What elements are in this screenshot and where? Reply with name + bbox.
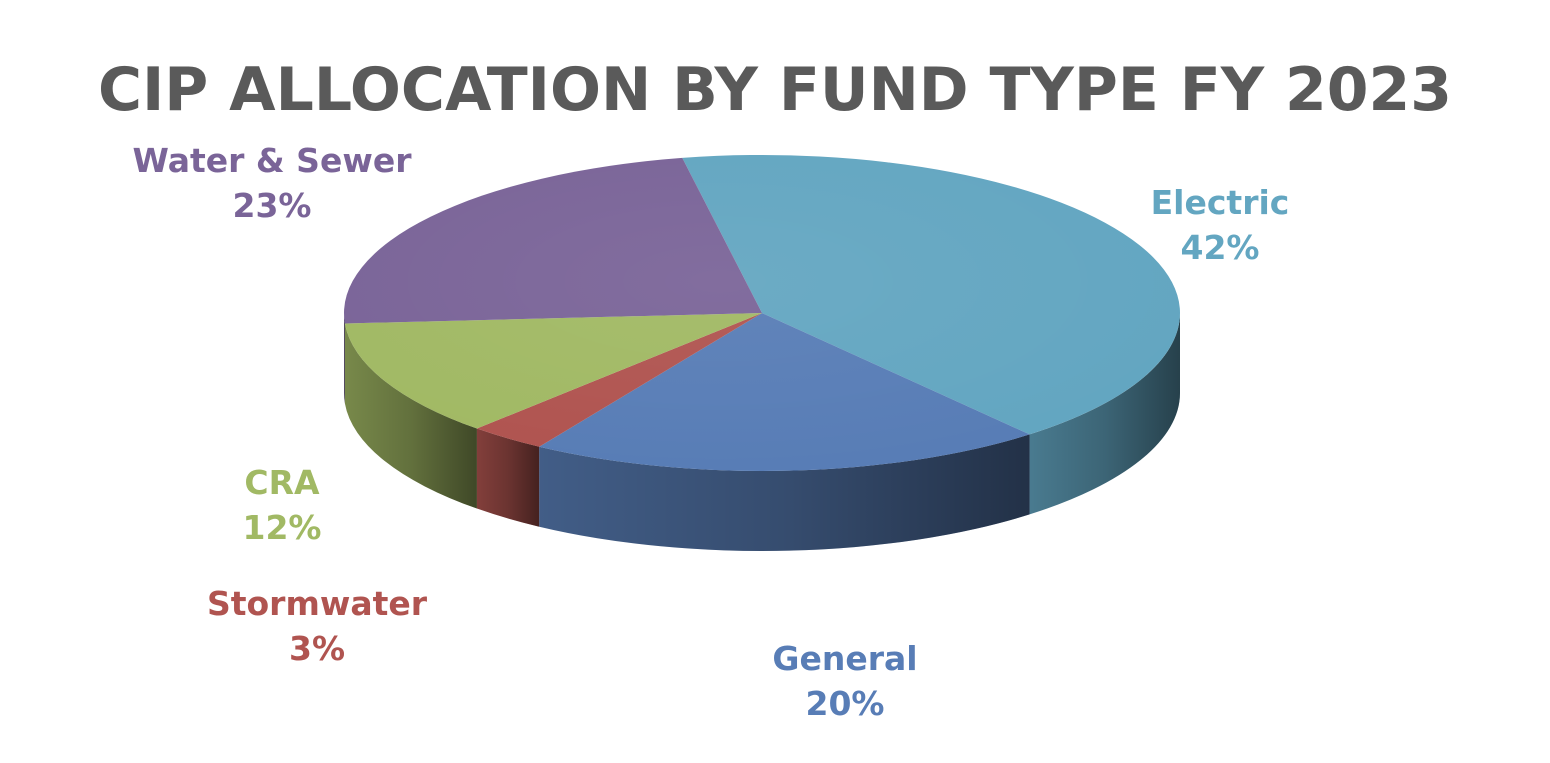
slice-label-electric: Electric 42% <box>1151 180 1290 270</box>
pie-side-shading-water-and-sewer <box>344 313 345 404</box>
slice-label-value: 23% <box>232 186 312 225</box>
pie-side-shading-stormwater <box>476 428 540 527</box>
pie-side-shading-electric <box>1029 313 1180 515</box>
slice-label-value: 42% <box>1180 228 1260 267</box>
slice-label-general: General 20% <box>772 636 917 726</box>
pie-side-shading-general <box>539 434 1030 551</box>
pie-side-walls <box>344 313 1180 551</box>
pie-top-highlight <box>344 155 1180 471</box>
pie-top-faces <box>343 155 1180 471</box>
pie-side-shading-cra <box>344 323 477 509</box>
slice-label-name: Electric <box>1150 183 1290 222</box>
slice-label-stormwater: Stormwater 3% <box>207 581 427 671</box>
slice-label-name: General <box>772 639 918 678</box>
slice-label-water-and-sewer: Water & Sewer 23% <box>133 138 412 228</box>
slice-label-value: 3% <box>288 629 346 668</box>
slice-label-value: 12% <box>242 508 322 547</box>
slice-label-value: 20% <box>805 684 885 723</box>
chart-title: CIP ALLOCATION BY FUND TYPE FY 2023 <box>97 55 1453 125</box>
slice-label-name: CRA <box>244 463 320 502</box>
slice-label-name: Water & Sewer <box>132 141 412 180</box>
slice-label-name: Stormwater <box>206 584 428 623</box>
slice-label-cra: CRA 12% <box>243 460 322 550</box>
